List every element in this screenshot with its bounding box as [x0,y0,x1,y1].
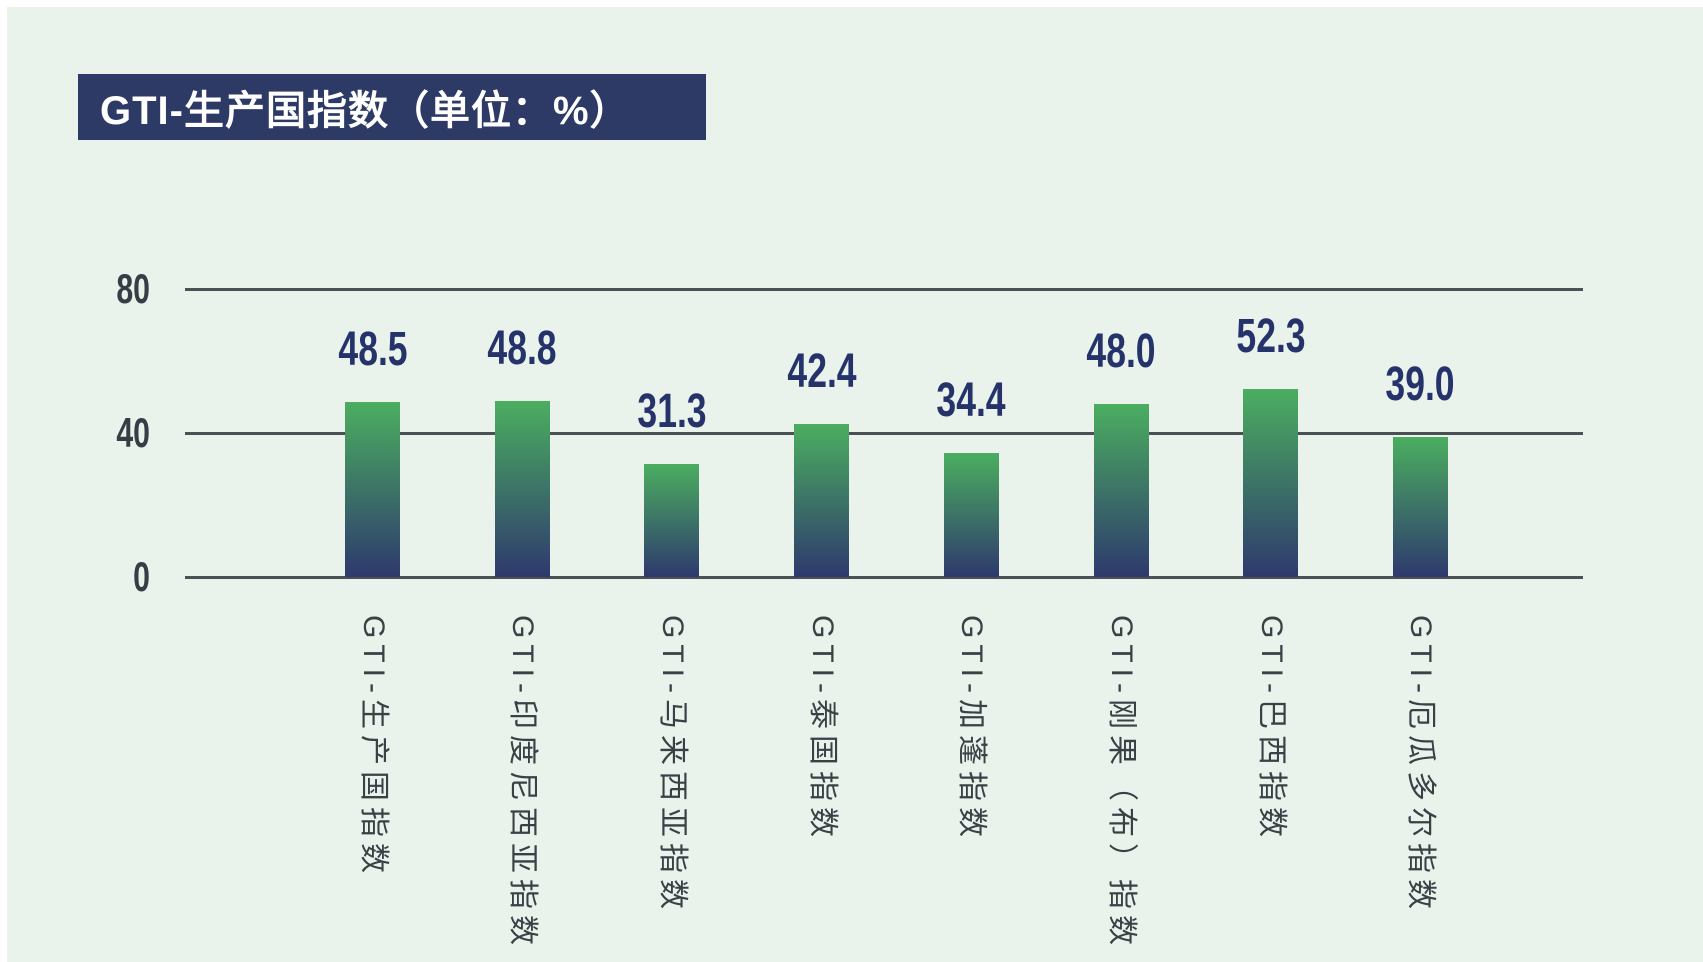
bar [345,402,400,577]
bar [794,424,850,577]
gridline-y80 [185,287,1583,291]
bar-value-label: 52.3 [1236,309,1306,363]
x-category-label-text: GTI-加蓬指数 [955,615,989,843]
bar-value-label: 39.0 [1385,357,1455,411]
y-axis-tick-label: 0 [133,553,150,600]
bar [1093,404,1149,577]
bar-value-label: 48.8 [487,322,557,376]
x-category-label-text: GTI-印度尼西亚指数 [506,615,540,951]
bar-value-label: 31.3 [637,385,707,439]
bar-value-label: 42.4 [787,345,857,399]
bar [1392,436,1448,577]
y-axis-tick-label: 40 [116,409,150,456]
bar [943,453,999,577]
gridline-y0 [185,575,1583,579]
gridline-y40 [185,431,1583,435]
bar [644,464,700,577]
x-category-label-text: GTI-生产国指数 [356,615,390,879]
x-category-label-text: GTI-厄瓜多尔指数 [1404,615,1438,915]
bar [1243,388,1299,577]
bar [494,401,550,577]
x-category-label-text: GTI-巴西指数 [1254,615,1288,843]
y-axis-tick-label: 80 [116,265,150,312]
bar-value-label: 34.4 [936,374,1006,428]
bar-value-label: 48.5 [337,323,408,377]
x-category-label-text: GTI-马来西亚指数 [655,615,689,915]
x-category-label-text: GTI-刚果（布）指数 [1105,615,1138,951]
x-category-label-text: GTI-泰国指数 [805,615,839,843]
chart-title: GTI-生产国指数（单位：%） [100,89,631,133]
plot-area: 48.5 48.8 31.3 42.4 34.4 48.0 52.3 39.0 [185,287,1583,579]
chart-canvas: GTI-生产国指数（单位：%） 48.5 48.8 31.3 42.4 34.4 48.0… [7,7,1703,962]
bar-value-label: 48.0 [1086,325,1156,379]
chart-title-badge: GTI-生产国指数（单位：%） [78,74,706,140]
